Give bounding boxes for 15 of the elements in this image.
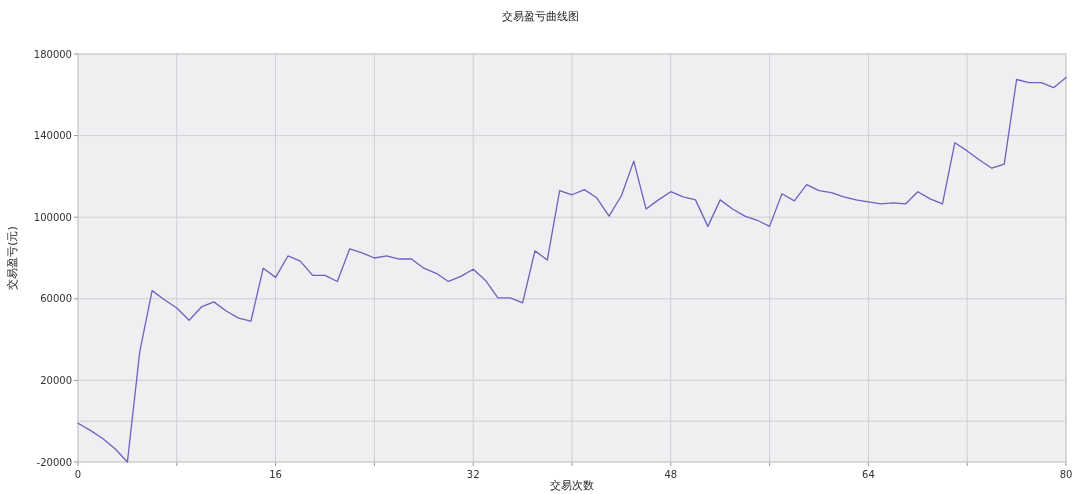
x-tick-label: 16 [269,469,282,480]
y-axis-title: 交易盈亏(元) [6,226,19,290]
x-tick-label: 80 [1059,469,1073,480]
y-tick-label: 180000 [33,48,72,60]
y-tick-label: 20000 [40,374,72,386]
x-tick-label: 0 [74,469,82,480]
chart-title: 交易盈亏曲线图 [501,10,579,23]
y-tick-label: 60000 [40,293,72,305]
x-tick-label: 64 [862,469,875,480]
y-tick-label: 140000 [33,130,72,142]
x-tick-label: 48 [664,469,678,480]
y-tick-label: -20000 [36,456,72,468]
y-tick-label: 100000 [33,211,72,223]
x-axis-title: 交易次数 [550,479,594,492]
x-tick-label: 32 [466,469,480,480]
